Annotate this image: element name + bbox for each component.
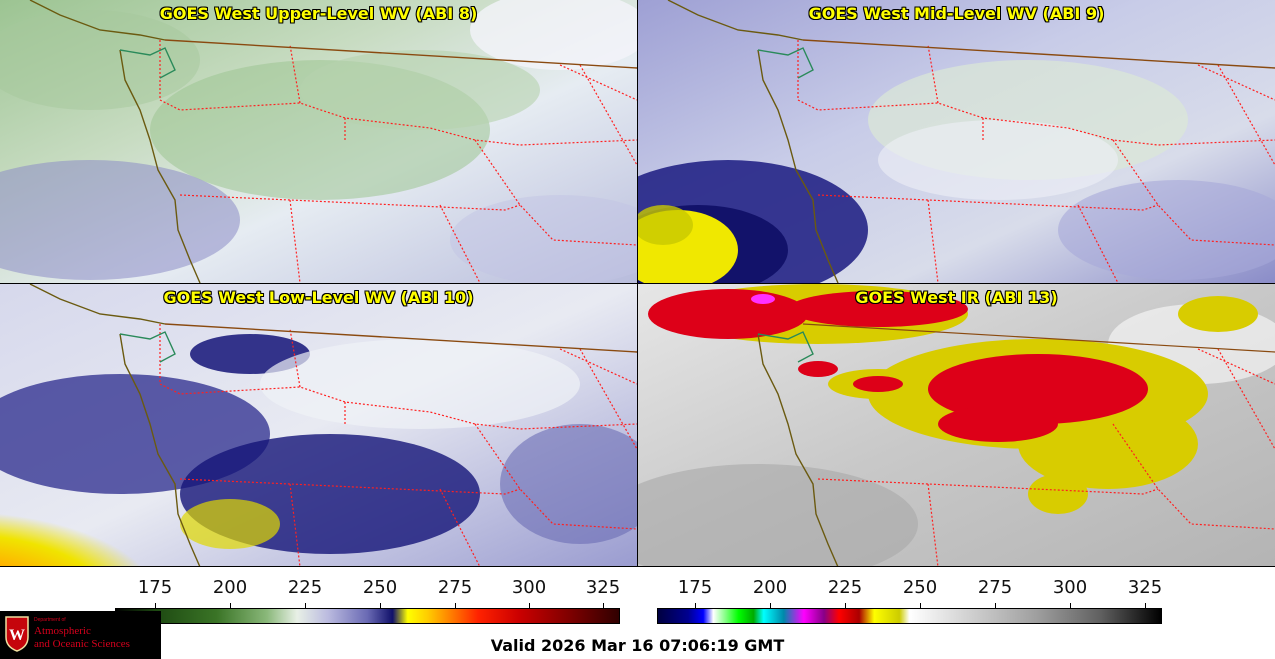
panel-divider-horizontal — [0, 283, 1275, 284]
logo-line-2: Atmospheric — [34, 625, 91, 637]
tick-mark — [770, 603, 771, 608]
tick-label: 200 — [752, 577, 788, 598]
logo-line-3: and Oceanic Sciences — [34, 638, 130, 650]
tick-label: 225 — [827, 577, 863, 598]
panel-bottom-border — [0, 566, 1275, 567]
panel-title: GOES West Low-Level WV (ABI 10) — [163, 288, 474, 307]
tick-mark — [695, 603, 696, 608]
tick-mark — [155, 603, 156, 608]
tick-label: 200 — [212, 577, 248, 598]
tick-mark — [603, 603, 604, 608]
tick-mark — [920, 603, 921, 608]
tick-mark — [230, 603, 231, 608]
tick-label: 300 — [1052, 577, 1088, 598]
tick-mark — [529, 603, 530, 608]
aos-logo: W Department of Atmospheric and Oceanic … — [0, 611, 161, 659]
tick-label: 325 — [1127, 577, 1163, 598]
panel-low-level-wv: GOES West Low-Level WV (ABI 10) — [0, 284, 637, 567]
tick-label: 275 — [977, 577, 1013, 598]
tick-label: 300 — [511, 577, 547, 598]
ir-colorbar-ticks: 175 200 225 250 275 300 325 — [657, 577, 1162, 601]
tick-mark — [845, 603, 846, 608]
ir-colorbar-gradient — [657, 608, 1162, 624]
tick-label: 175 — [677, 577, 713, 598]
tick-mark — [1070, 603, 1071, 608]
logo-line-1: Department of — [34, 617, 66, 623]
wv-colorbar-gradient — [115, 608, 620, 624]
ir-imagery — [638, 284, 1275, 567]
tick-mark — [1145, 603, 1146, 608]
tick-label: 175 — [137, 577, 173, 598]
wv-colorbar: 175 200 225 250 275 300 325 — [115, 577, 620, 627]
panel-upper-level-wv: GOES West Upper-Level WV (ABI 8) — [0, 0, 637, 283]
tick-label: 325 — [585, 577, 621, 598]
tick-mark — [995, 603, 996, 608]
panel-mid-level-wv: GOES West Mid-Level WV (ABI 9) — [638, 0, 1275, 283]
tick-label: 250 — [362, 577, 398, 598]
wv-colorbar-ticks: 175 200 225 250 275 300 325 — [115, 577, 620, 601]
tick-mark — [380, 603, 381, 608]
panel-title: GOES West IR (ABI 13) — [855, 288, 1058, 307]
low-level-wv-imagery — [0, 284, 637, 567]
valid-time: Valid 2026 Mar 16 07:06:19 GMT — [490, 636, 785, 655]
panel-title: GOES West Mid-Level WV (ABI 9) — [808, 4, 1105, 23]
tick-label: 250 — [902, 577, 938, 598]
tick-label: 275 — [437, 577, 473, 598]
tick-mark — [455, 603, 456, 608]
tick-label: 225 — [287, 577, 323, 598]
tick-mark — [305, 603, 306, 608]
panel-title: GOES West Upper-Level WV (ABI 8) — [159, 4, 478, 23]
panel-ir: GOES West IR (ABI 13) — [638, 284, 1275, 567]
mid-level-wv-imagery — [638, 0, 1275, 283]
shield-letter: W — [9, 627, 25, 644]
uw-crest-icon: W — [5, 616, 29, 652]
ir-colorbar: 175 200 225 250 275 300 325 — [657, 577, 1162, 627]
upper-level-wv-imagery — [0, 0, 637, 283]
